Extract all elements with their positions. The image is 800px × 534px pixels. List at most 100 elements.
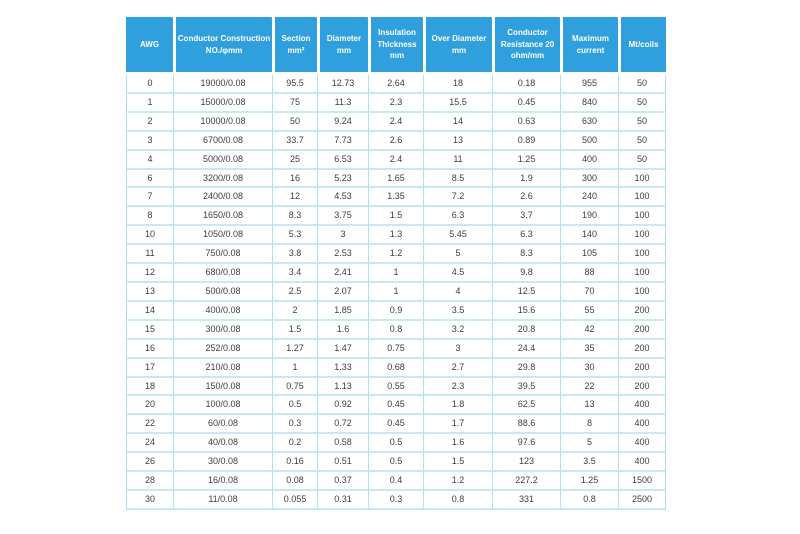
table-row: 26 30/0.08 0.16 0.51 0.5 1.5 123 3.5 400 <box>126 453 666 473</box>
table-cell: 200 <box>618 339 666 359</box>
table-cell: 100 <box>618 169 666 189</box>
table-cell: 6.3 <box>423 207 492 227</box>
table-cell: 4 <box>126 150 173 170</box>
col-header-insulation-thickness: Insulation Thickness mm <box>368 17 423 75</box>
table-cell: 1.35 <box>368 188 423 208</box>
table-cell: 2.5 <box>272 282 317 302</box>
table-cell: 2.4 <box>368 112 423 132</box>
table-cell: 35 <box>560 339 618 359</box>
table-cell: 15000/0.08 <box>173 93 272 113</box>
table-cell: 2.3 <box>423 377 492 397</box>
table-cell: 0.5 <box>368 434 423 454</box>
table-cell: 11.3 <box>317 93 368 113</box>
table-cell: 105 <box>560 245 618 265</box>
col-header-conductor-construction: Conductor Construction NO./φmm <box>173 17 272 75</box>
table-cell: 0.2 <box>272 434 317 454</box>
table-cell: 11 <box>423 150 492 170</box>
table-row: 22 60/0.08 0.3 0.72 0.45 1.7 88.6 8 400 <box>126 415 666 435</box>
table-cell: 26 <box>126 453 173 473</box>
table-cell: 0.72 <box>317 415 368 435</box>
table-row: 18 150/0.08 0.75 1.13 0.55 2.3 39.5 22 200 <box>126 377 666 397</box>
table-cell: 1 <box>368 282 423 302</box>
table-cell: 50 <box>618 93 666 113</box>
table-cell: 50 <box>618 131 666 151</box>
table-cell: 12 <box>272 188 317 208</box>
table-cell: 62.5 <box>492 396 560 416</box>
table-cell: 0.5 <box>368 453 423 473</box>
table-cell: 3 <box>317 226 368 246</box>
table-cell: 400 <box>618 453 666 473</box>
table-cell: 1.3 <box>368 226 423 246</box>
table-cell: 0.31 <box>317 490 368 510</box>
table-cell: 60/0.08 <box>173 415 272 435</box>
table-row: 16 252/0.08 1.27 1.47 0.75 3 24.4 35 200 <box>126 339 666 359</box>
table-cell: 1.33 <box>317 358 368 378</box>
table-cell: 331 <box>492 490 560 510</box>
table-row: 7 2400/0.08 12 4.53 1.35 7.2 2.6 240 100 <box>126 188 666 208</box>
table-cell: 1 <box>126 93 173 113</box>
table-row: 15 300/0.08 1.5 1.6 0.8 3.2 20.8 42 200 <box>126 320 666 340</box>
table-cell: 88.6 <box>492 415 560 435</box>
table-cell: 1.5 <box>272 320 317 340</box>
table-cell: 15.5 <box>423 93 492 113</box>
table-cell: 2 <box>126 112 173 132</box>
table-cell: 16 <box>272 169 317 189</box>
table-cell: 17 <box>126 358 173 378</box>
table-cell: 630 <box>560 112 618 132</box>
table-row: 17 210/0.08 1 1.33 0.68 2.7 29.8 30 200 <box>126 358 666 378</box>
table-cell: 2.41 <box>317 264 368 283</box>
table-row: 24 40/0.08 0.2 0.58 0.5 1.6 97.6 5 400 <box>126 434 666 454</box>
table-cell: 29.8 <box>492 358 560 378</box>
table-cell: 1.13 <box>317 377 368 397</box>
table-cell: 33.7 <box>272 131 317 151</box>
table-cell: 0.68 <box>368 358 423 378</box>
table-cell: 6 <box>126 169 173 189</box>
table-cell: 1.6 <box>423 434 492 454</box>
table-cell: 0.45 <box>368 415 423 435</box>
table-cell: 14 <box>126 301 173 321</box>
table-cell: 3.5 <box>560 453 618 473</box>
table-cell: 227.2 <box>492 472 560 491</box>
table-row: 12 680/0.08 3.4 2.41 1 4.5 9.8 88 100 <box>126 264 666 283</box>
table-cell: 6.3 <box>492 226 560 246</box>
table-row: 3 6700/0.08 33.7 7.73 2.6 13 0.89 500 50 <box>126 131 666 151</box>
table-cell: 12.73 <box>317 75 368 94</box>
table-cell: 18 <box>126 377 173 397</box>
table-cell: 190 <box>560 207 618 227</box>
table-cell: 3.4 <box>272 264 317 283</box>
table-cell: 100 <box>618 226 666 246</box>
table-cell: 100 <box>618 245 666 265</box>
spec-table: AWG Conductor Construction NO./φmm Secti… <box>126 17 666 510</box>
table-header-row: AWG Conductor Construction NO./φmm Secti… <box>126 17 666 75</box>
table-cell: 39.5 <box>492 377 560 397</box>
table-cell: 22 <box>560 377 618 397</box>
table-cell: 24.4 <box>492 339 560 359</box>
table-cell: 25 <box>272 150 317 170</box>
table-cell: 20 <box>126 396 173 416</box>
table-cell: 1.65 <box>368 169 423 189</box>
table-cell: 95.5 <box>272 75 317 94</box>
table-cell: 30 <box>126 490 173 510</box>
table-cell: 7.73 <box>317 131 368 151</box>
table-cell: 300 <box>560 169 618 189</box>
table-cell: 0.08 <box>272 472 317 491</box>
table-cell: 500/0.08 <box>173 282 272 302</box>
table-cell: 14 <box>423 112 492 132</box>
table-cell: 1.85 <box>317 301 368 321</box>
table-cell: 50 <box>618 75 666 94</box>
table-cell: 5.45 <box>423 226 492 246</box>
table-cell: 1500 <box>618 472 666 491</box>
table-cell: 1.47 <box>317 339 368 359</box>
col-header-over-diameter: Over Diameter mm <box>423 17 492 75</box>
table-cell: 0.3 <box>368 490 423 510</box>
table-cell: 50 <box>618 112 666 132</box>
col-header-awg: AWG <box>126 17 173 75</box>
table-cell: 400/0.08 <box>173 301 272 321</box>
table-cell: 3200/0.08 <box>173 169 272 189</box>
table-cell: 500 <box>560 131 618 151</box>
table-cell: 1 <box>368 264 423 283</box>
table-cell: 252/0.08 <box>173 339 272 359</box>
table-cell: 0.5 <box>272 396 317 416</box>
table-cell: 2.7 <box>423 358 492 378</box>
table-cell: 0.9 <box>368 301 423 321</box>
